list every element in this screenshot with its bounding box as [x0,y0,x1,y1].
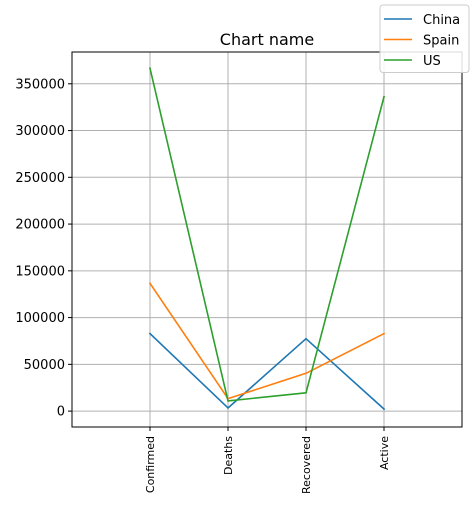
plot-area-frame [71,51,463,428]
data-point-china [305,337,307,340]
data-point-us [149,67,151,70]
series-line-us [149,67,385,402]
y-tick-label: 50000 [24,358,65,373]
data-point-china [149,332,151,335]
data-point-china [227,407,229,409]
x-tick-label: Confirmed [144,436,157,493]
y-tick-label: 350000 [15,77,65,92]
legend-label-spain: Spain [423,34,459,49]
data-point-spain [149,282,151,285]
data-point-us [227,400,229,402]
data-point-us [383,95,385,98]
y-tick-label: 150000 [15,264,65,279]
legend: China Spain US [379,4,470,73]
x-axis: Confirmed Deaths Recovered Active [144,427,391,494]
legend-label-us: US [423,54,441,69]
x-tick-label: Active [378,436,391,470]
y-tick-label: 300000 [15,124,65,139]
series-lines [148,67,386,411]
y-tick-label: 100000 [15,311,65,326]
data-point-china [383,408,385,410]
y-tick-label: 200000 [15,218,65,233]
y-axis: 0 50000 100000 150000 200000 250000 300000 3500… [15,77,72,420]
data-point-spain [383,332,385,335]
y-tick-label: 250000 [15,171,65,186]
legend-box [379,4,470,73]
x-tick-label: Recovered [300,436,313,494]
grid-lines [72,52,462,427]
series-line-spain [148,282,386,400]
x-tick-label: Deaths [222,436,235,475]
series-line-china [148,332,386,411]
y-tick-label: 0 [57,405,65,420]
data-point-us [305,391,307,394]
legend-label-china: China [423,13,460,28]
data-point-spain [305,372,307,375]
chart-title: Chart name [220,30,314,49]
